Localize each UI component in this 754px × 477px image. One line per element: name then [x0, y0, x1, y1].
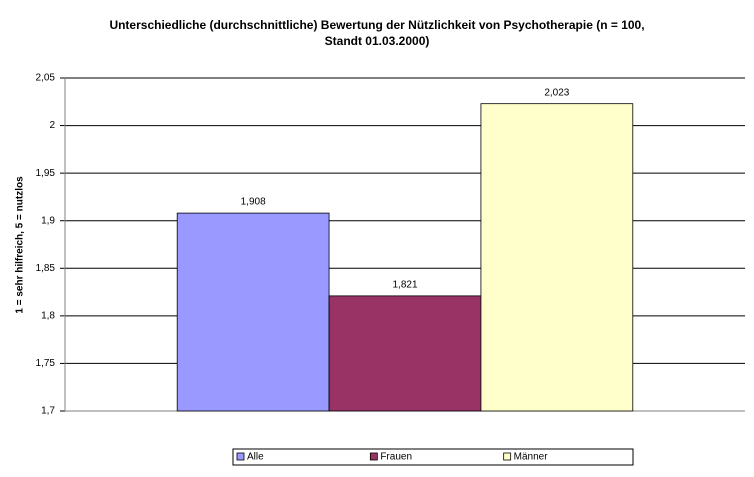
y-tick-label: 1,8 [41, 310, 55, 321]
y-axis-label: 1 = sehr hilfreich, 5 = nutzlos [15, 176, 26, 314]
legend-swatch [503, 452, 512, 461]
y-tick-label: 1,7 [41, 406, 55, 417]
y-tick-label: 1,85 [36, 263, 56, 274]
y-tick-label: 1,9 [41, 215, 55, 226]
legend-label: Männer [514, 452, 549, 463]
data-label: 1,821 [392, 280, 417, 291]
bar [176, 212, 330, 412]
bar [480, 103, 634, 412]
legend-label: Frauen [380, 452, 412, 463]
bar [328, 295, 482, 412]
y-tick-label: 2 [49, 120, 55, 131]
legend-swatch [369, 452, 378, 461]
chart-title: Unterschiedliche (durchschnittliche) Bew… [109, 18, 644, 32]
data-label: 1,908 [241, 197, 266, 208]
legend-box [232, 448, 634, 466]
y-tick-label: 1,75 [36, 358, 56, 369]
legend-swatch [236, 452, 245, 461]
chart-title: Standt 01.03.2000) [325, 34, 430, 48]
data-label: 2,023 [544, 87, 569, 98]
y-tick-label: 2,05 [36, 73, 56, 84]
legend-label: Alle [247, 452, 264, 463]
y-tick-label: 1,95 [36, 168, 56, 179]
